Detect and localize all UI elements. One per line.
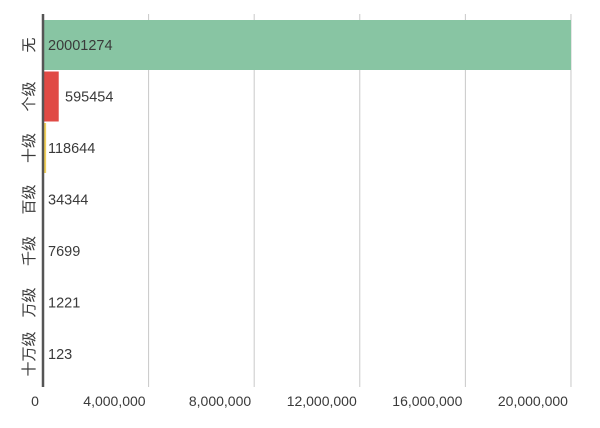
data-label: 34344: [48, 193, 88, 209]
bar: [43, 71, 59, 122]
x-tick-label: 4,000,000: [83, 393, 145, 409]
category-label: 十万级: [20, 331, 38, 376]
bars: [43, 20, 571, 379]
x-tick-label: 0: [31, 393, 39, 409]
data-label: 595454: [65, 90, 113, 106]
data-label: 7699: [48, 244, 80, 260]
x-tick-label: 8,000,000: [189, 393, 251, 409]
category-label: 十级: [20, 133, 38, 163]
category-label: 千级: [20, 236, 38, 266]
x-tick-label: 12,000,000: [287, 393, 357, 409]
data-label: 20001274: [48, 38, 113, 54]
bar: [43, 20, 571, 70]
category-label: 万级: [20, 287, 38, 317]
category-label: 个级: [20, 81, 38, 111]
x-tick-label: 20,000,000: [498, 393, 568, 409]
category-label: 无: [20, 37, 38, 52]
data-label: 118644: [48, 141, 95, 157]
category-label: 百级: [20, 184, 38, 214]
x-tick-labels: 0 4,000,000 8,000,000 12,000,000 16,000,000 2…: [31, 393, 568, 409]
data-labels: 20001274 595454 118644 34344 7699 1221 123: [48, 38, 113, 363]
bar: [43, 123, 47, 173]
data-label: 1221: [48, 296, 80, 312]
x-tick-label: 16,000,000: [392, 393, 462, 409]
data-label: 123: [48, 347, 72, 363]
gridlines: [148, 14, 572, 387]
